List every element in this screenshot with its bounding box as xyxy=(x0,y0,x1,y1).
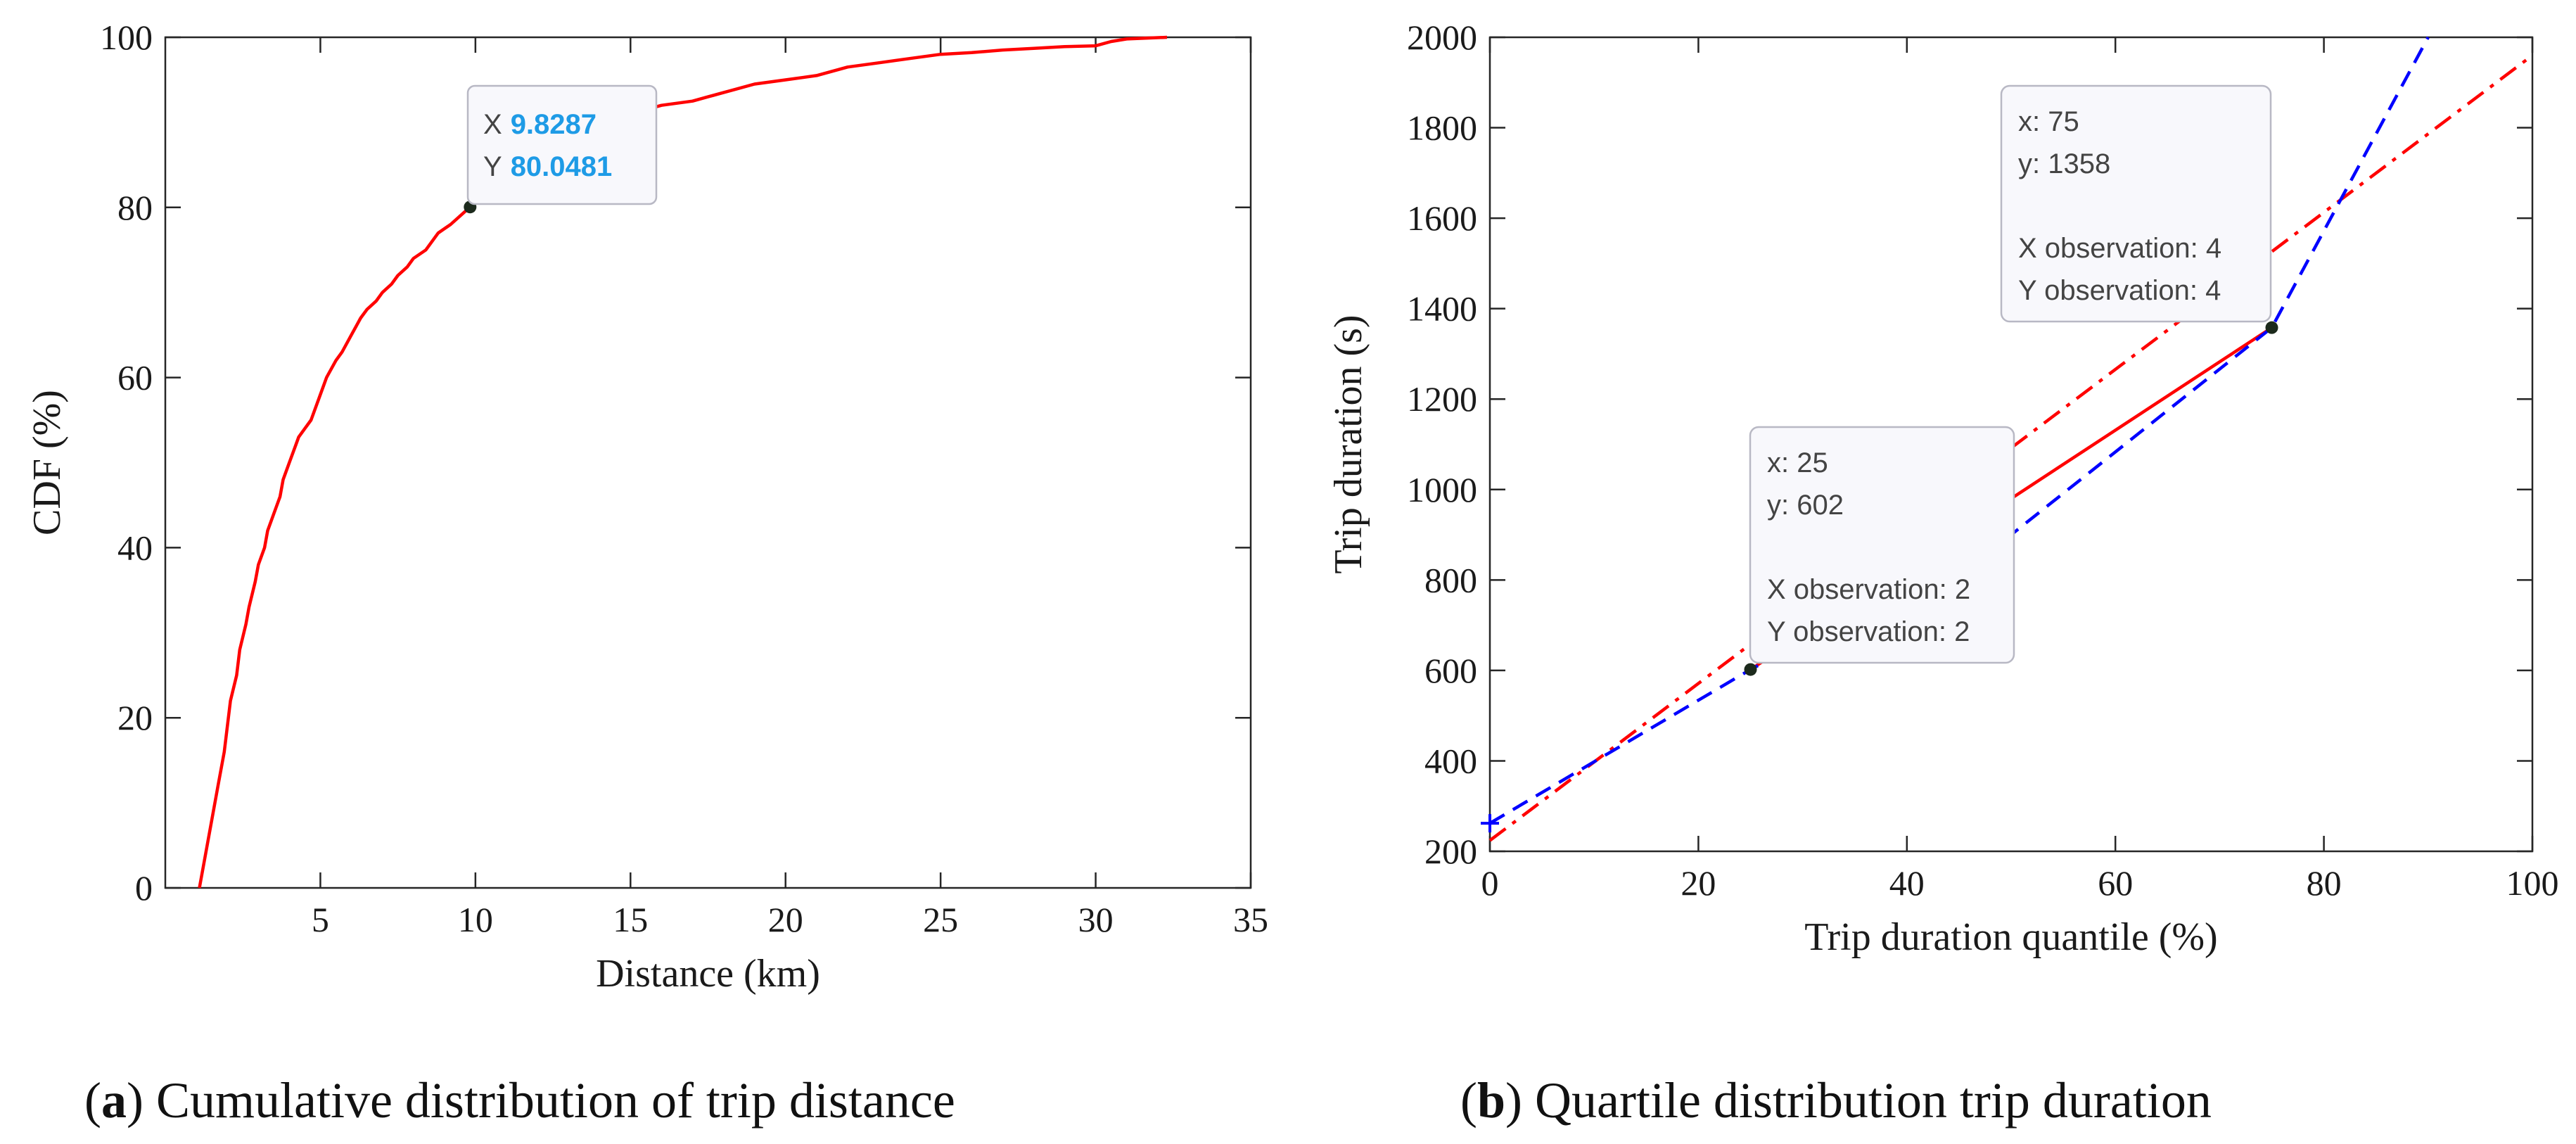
y-tick-label: 1000 xyxy=(1407,470,1477,509)
datatip-line: x: 75 xyxy=(2018,106,2079,137)
datatip-box xyxy=(466,84,658,205)
y-tick-label: 200 xyxy=(1424,832,1477,871)
caption-a: (a) Cumulative distribution of trip dista… xyxy=(84,1072,955,1129)
datatip-x-label: X xyxy=(483,109,502,140)
y-axis-title: CDF (%) xyxy=(25,390,69,535)
y-tick-label: 80 xyxy=(117,188,153,227)
y-tick-label: 1600 xyxy=(1407,198,1477,238)
datatip-marker xyxy=(2265,321,2278,334)
y-tick-label: 20 xyxy=(117,698,153,737)
y-tick-label: 600 xyxy=(1424,651,1477,690)
x-tick-label: 30 xyxy=(1078,900,1114,939)
x-tick-label: 10 xyxy=(458,900,493,939)
y-tick-label: 800 xyxy=(1424,560,1477,599)
x-tick-label: 40 xyxy=(1889,863,1925,903)
datatip-y-label: Y xyxy=(483,151,502,182)
datatip-line: y: 1358 xyxy=(2018,148,2110,179)
datatip-x-value: 9.8287 xyxy=(511,109,597,140)
x-tick-label: 20 xyxy=(1681,863,1716,903)
y-axis-title: Trip duration (s) xyxy=(1327,314,1370,573)
datatip-y-value: 80.0481 xyxy=(511,151,613,182)
datatip-x-row: X 9.8287 xyxy=(483,109,597,140)
plot-frame xyxy=(1488,36,2534,853)
y-tick-label: 2000 xyxy=(1407,18,1477,57)
panel-a-cdf-chart: 5 10 15 20 25 30 35 0 20 40 60 80 100 Distance (km) CD… xyxy=(25,18,1268,996)
x-tick-label: 80 xyxy=(2307,863,2342,903)
datatip-line: X observation: 4 xyxy=(2018,233,2221,264)
x-tick-label: 20 xyxy=(768,900,803,939)
datatip-y-row: Y 80.0481 xyxy=(483,151,612,182)
x-tick-label: 25 xyxy=(923,900,958,939)
x-tick-label: 0 xyxy=(1481,863,1499,903)
x-axis-title: Trip duration quantile (%) xyxy=(1804,915,2217,959)
datatip-box xyxy=(1749,426,2015,664)
caption-b: (b) Quartile distribution trip duration xyxy=(1460,1072,2212,1129)
y-tick-label: 40 xyxy=(117,528,153,567)
datatip-line: y: 602 xyxy=(1767,490,1844,521)
datatip-line: X observation: 2 xyxy=(1767,574,1970,605)
series-line-dash-dot xyxy=(1488,53,2534,842)
x-tick-label: 60 xyxy=(2098,863,2133,903)
x-tick-label: 5 xyxy=(312,900,329,939)
y-tick-label: 400 xyxy=(1424,741,1477,780)
y-tick-label: 1800 xyxy=(1407,108,1477,148)
y-tick-label: 0 xyxy=(135,868,153,908)
datatip-box xyxy=(2000,84,2272,323)
cdf-series-line xyxy=(198,35,1168,889)
y-tick-label: 60 xyxy=(117,358,153,398)
datatip-line: Y observation: 2 xyxy=(1767,616,1970,647)
y-tick-label: 100 xyxy=(100,18,153,57)
x-tick-label: 35 xyxy=(1233,900,1268,939)
datatip-line: x: 25 xyxy=(1767,447,1828,478)
x-axis-title: Distance (km) xyxy=(596,952,820,996)
datatip-line: Y observation: 4 xyxy=(2018,275,2221,306)
plot-frame xyxy=(164,36,1252,889)
x-tick-label: 100 xyxy=(2506,863,2559,903)
y-tick-label: 1400 xyxy=(1407,289,1477,329)
y-tick-label: 1200 xyxy=(1407,379,1477,419)
datatip-marker xyxy=(1744,663,1757,676)
x-tick-label: 15 xyxy=(613,900,648,939)
panel-b-quartile-chart: 0 20 40 60 80 100 200 400 600 800 1000 1200 1400 1600… xyxy=(1327,18,2559,959)
